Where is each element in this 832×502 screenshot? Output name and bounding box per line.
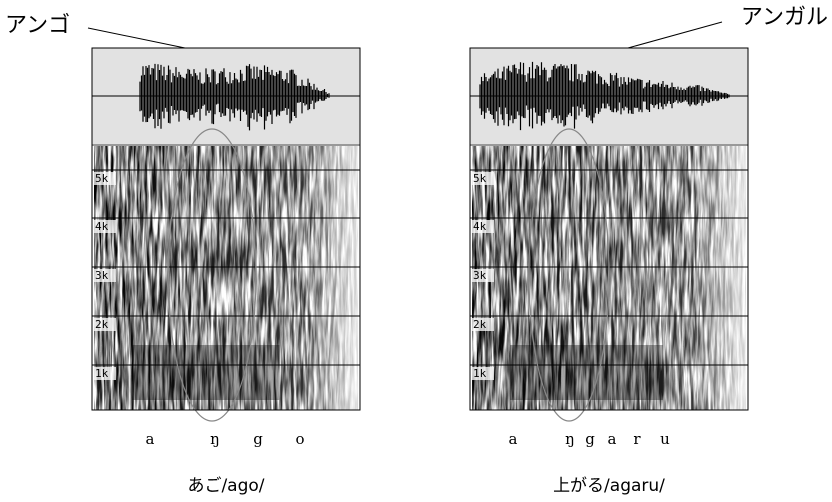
freq-label: 4k <box>473 220 487 233</box>
freq-label: 2k <box>473 318 487 331</box>
low-band <box>510 345 663 400</box>
leader-line <box>627 21 723 49</box>
freq-label-bg <box>472 172 494 185</box>
panel: アンゴ 5k 4k 3k 2k 1k a ŋ g o あご/ago/ <box>5 13 361 496</box>
waveform <box>479 61 730 131</box>
leader-line <box>87 27 186 49</box>
freq-label: 2k <box>95 318 109 331</box>
phoneme: o <box>295 430 304 448</box>
freq-label: 1k <box>473 367 487 380</box>
panel-frame <box>91 47 361 411</box>
freq-label-bg <box>472 318 494 331</box>
freq-label-bg <box>94 318 116 331</box>
freq-label-bg <box>94 367 116 380</box>
freq-label-bg <box>472 367 494 380</box>
freq-label-bg <box>94 220 116 233</box>
low-band <box>132 345 280 400</box>
phoneme: g <box>253 430 263 448</box>
heading: アンガル <box>741 5 828 30</box>
freq-label-bg <box>472 269 494 282</box>
freq-label-bg <box>94 172 116 185</box>
freq-label: 5k <box>95 172 109 185</box>
phoneme: ŋ <box>565 430 575 448</box>
phoneme: a <box>509 430 518 448</box>
phoneme: a <box>146 430 155 448</box>
freq-label: 1k <box>95 367 109 380</box>
phoneme: r <box>633 430 641 448</box>
phoneme: g <box>585 430 595 448</box>
caption: あご/ago/ <box>187 476 264 496</box>
heading: アンゴ <box>5 13 70 38</box>
phoneme: ŋ <box>210 430 220 448</box>
highlight-ellipse <box>167 128 257 422</box>
caption: 上がる/agaru/ <box>553 476 665 496</box>
phoneme: a <box>608 430 617 448</box>
phoneme: u <box>660 430 670 448</box>
spectrogram-fade <box>94 145 358 410</box>
freq-label-bg <box>94 269 116 282</box>
panel-frame <box>469 47 749 411</box>
freq-label: 5k <box>473 172 487 185</box>
freq-label: 3k <box>95 269 109 282</box>
highlight-ellipse <box>528 128 610 422</box>
freq-label: 4k <box>95 220 109 233</box>
freq-label-bg <box>472 220 494 233</box>
waveform <box>139 63 330 131</box>
freq-label: 3k <box>473 269 487 282</box>
